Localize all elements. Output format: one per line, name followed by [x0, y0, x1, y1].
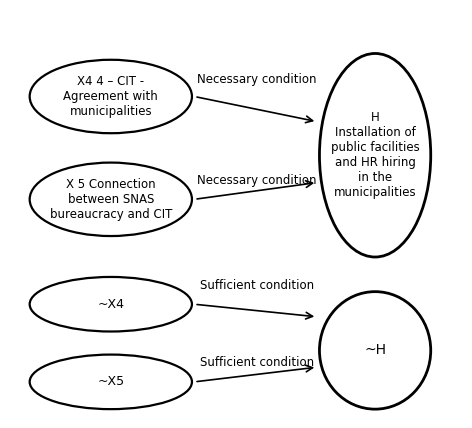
Text: ~X5: ~X5 — [97, 375, 125, 388]
Ellipse shape — [30, 60, 192, 133]
Text: Sufficient condition: Sufficient condition — [200, 356, 314, 369]
Text: Necessary condition: Necessary condition — [197, 73, 317, 86]
Text: X 5 Connection
between SNAS
bureaucracy and CIT: X 5 Connection between SNAS bureaucracy … — [50, 178, 172, 221]
Ellipse shape — [320, 291, 431, 409]
Text: X4 4 – CIT -
Agreement with
municipalities: X4 4 – CIT - Agreement with municipaliti… — [63, 75, 158, 118]
Ellipse shape — [30, 163, 192, 236]
Ellipse shape — [320, 54, 431, 257]
Text: ~X4: ~X4 — [97, 298, 124, 311]
Ellipse shape — [30, 277, 192, 332]
Text: H
Installation of
public facilities
and HR hiring
in the
municipalities: H Installation of public facilities and … — [331, 111, 420, 199]
Text: Sufficient condition: Sufficient condition — [200, 279, 314, 291]
Text: Necessary condition: Necessary condition — [197, 174, 317, 187]
Text: ~H: ~H — [364, 343, 386, 357]
Ellipse shape — [30, 354, 192, 409]
